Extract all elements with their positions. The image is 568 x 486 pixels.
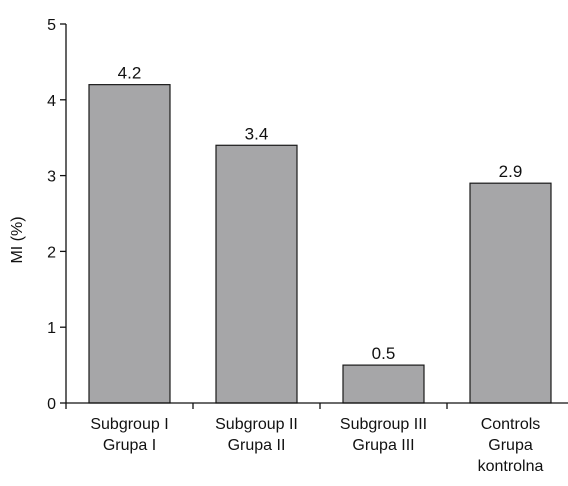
bar xyxy=(342,364,425,404)
x-category-label-line: Grupa xyxy=(488,437,533,454)
x-category-label: Controls Grupa kontrolna xyxy=(478,416,544,475)
y-tick-label: 5 xyxy=(47,17,56,34)
x-category-label-line: Subgroup II xyxy=(215,416,298,433)
x-category-label: Subgroup I Grupa I xyxy=(90,416,168,454)
x-category-label: Subgroup III Grupa III xyxy=(340,416,427,454)
y-axis: 0 1 2 3 4 5 xyxy=(47,17,67,413)
y-tick-label: 1 xyxy=(47,320,56,337)
x-category-label-line: Subgroup III xyxy=(340,416,427,433)
x-category-label-line: Grupa I xyxy=(103,437,156,454)
x-category-label-line: kontrolna xyxy=(478,458,544,475)
x-category-label-line: Controls xyxy=(481,416,541,433)
bar xyxy=(215,144,298,404)
x-category-label-line: Grupa III xyxy=(352,437,414,454)
y-tick-label: 4 xyxy=(47,93,56,110)
bar-value-label: 3.4 xyxy=(245,124,269,143)
bar-value-label: 4.2 xyxy=(118,64,142,83)
y-tick-label: 3 xyxy=(47,169,56,186)
bar xyxy=(469,182,552,404)
bar-value-label: 2.9 xyxy=(499,162,523,181)
bars xyxy=(88,84,552,404)
y-tick-label: 0 xyxy=(47,396,56,413)
data-labels: 4.2 3.4 0.5 2.9 xyxy=(118,64,523,363)
y-axis-title: MI (%) xyxy=(9,216,26,263)
bar xyxy=(88,84,171,404)
x-category-label-line: Grupa II xyxy=(228,437,286,454)
bar-value-label: 0.5 xyxy=(372,344,396,363)
x-category-label-line: Subgroup I xyxy=(90,416,168,433)
y-tick-label: 2 xyxy=(47,244,56,261)
x-category-label: Subgroup II Grupa II xyxy=(215,416,298,454)
